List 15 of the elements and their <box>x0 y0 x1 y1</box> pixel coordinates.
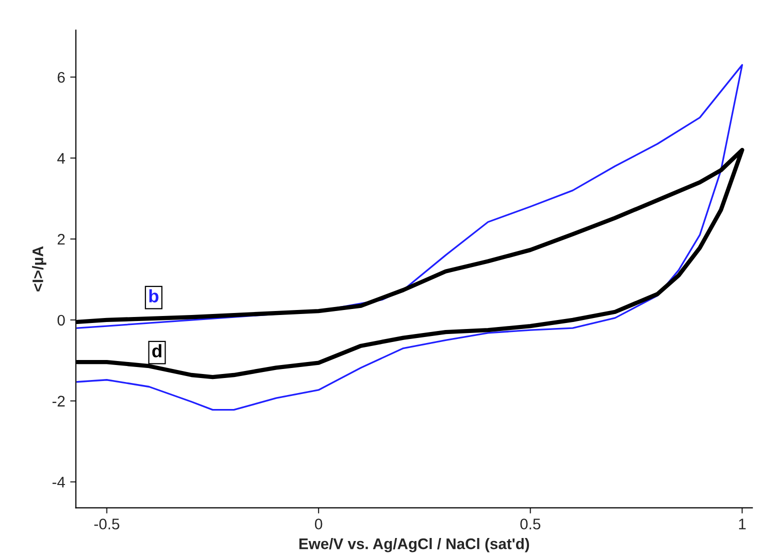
x-tick-label: 1 <box>739 518 746 530</box>
x-axis-title: Ewe/V vs. Ag/AgCl / NaCl (sat'd) <box>299 538 530 552</box>
y-tick-label: 2 <box>58 234 65 245</box>
y-tick-label: 4 <box>57 153 65 164</box>
series-label: b <box>149 289 158 302</box>
x-tick-label: -0.5 <box>94 518 120 530</box>
line-series <box>76 64 743 411</box>
y-tick-label: -2 <box>52 396 65 406</box>
x-tick-label: 0.5 <box>520 518 540 530</box>
y-axis-title: <I>/µA <box>32 246 46 292</box>
y-tick-label: -4 <box>52 476 65 488</box>
series-label: d <box>152 344 162 358</box>
y-tick-label: 6 <box>58 72 65 83</box>
y-tick-label: 0 <box>58 314 65 326</box>
x-tick-label: 0 <box>314 518 322 530</box>
